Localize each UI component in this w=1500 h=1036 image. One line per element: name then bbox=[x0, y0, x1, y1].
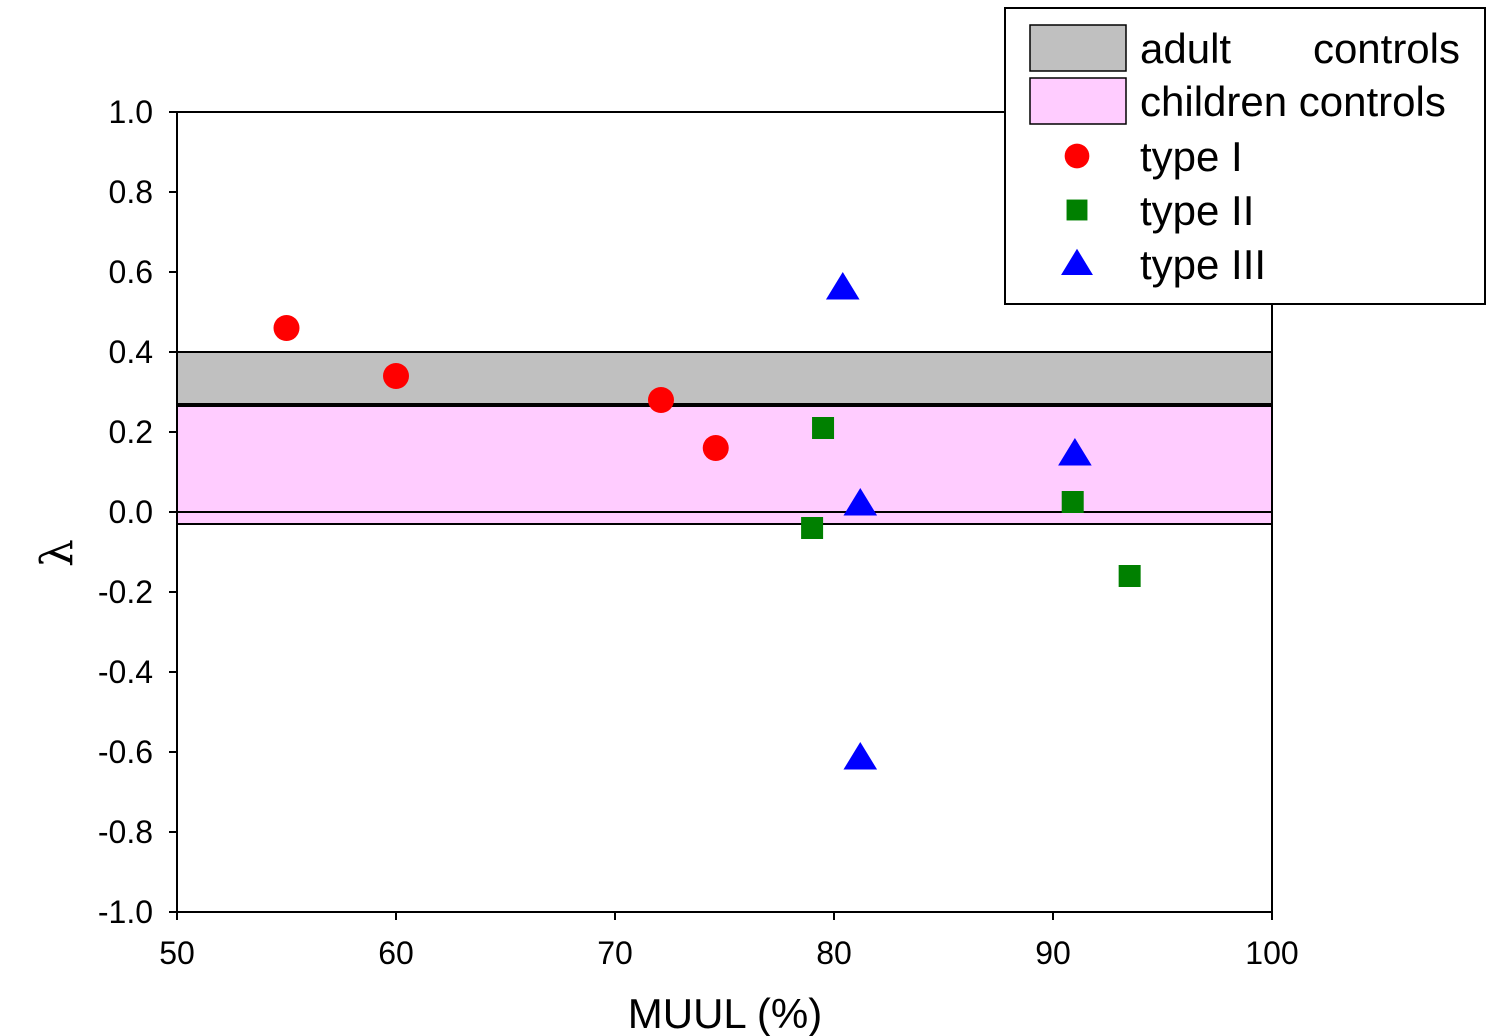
legend-marker bbox=[1061, 248, 1093, 275]
point-type-iii bbox=[825, 272, 860, 300]
y-tick-label: 0.8 bbox=[109, 174, 153, 210]
x-tick-label: 90 bbox=[1035, 935, 1071, 971]
point-type-i bbox=[702, 435, 729, 461]
y-tick-label: 0.6 bbox=[109, 254, 153, 290]
legend-swatch bbox=[1029, 24, 1127, 72]
y-tick-label: -0.2 bbox=[98, 574, 153, 610]
point-type-iii bbox=[843, 742, 878, 770]
legend: adult controls children controls type I type… bbox=[1004, 7, 1486, 305]
x-tick-label: 50 bbox=[159, 935, 195, 971]
x-tick-label: 70 bbox=[597, 935, 633, 971]
control-bands bbox=[176, 351, 1273, 525]
x-axis-title: MUUL (%) bbox=[628, 990, 822, 1036]
point-type-i bbox=[647, 387, 674, 413]
legend-label: type II bbox=[1140, 187, 1254, 234]
x-tick-label: 100 bbox=[1245, 935, 1298, 971]
x-tick-label: 60 bbox=[378, 935, 414, 971]
data-points bbox=[273, 272, 1141, 770]
band-adult-controls bbox=[176, 351, 1273, 405]
y-axis-ticks: 1.0 0.8 0.6 0.4 0.2 0.0 -0.2 -0.4 -0.6 -0.8 -1.0 bbox=[98, 94, 177, 930]
legend-label: type III bbox=[1140, 241, 1266, 288]
legend-label: children controls bbox=[1140, 78, 1446, 125]
y-tick-label: 1.0 bbox=[109, 94, 153, 130]
point-type-ii bbox=[1061, 491, 1084, 513]
y-axis-title: λ bbox=[32, 539, 83, 567]
point-type-ii bbox=[812, 417, 835, 439]
x-axis-ticks: 50 60 70 80 90 100 bbox=[159, 912, 1299, 971]
y-tick-label: 0.2 bbox=[109, 414, 153, 450]
y-tick-label: -0.4 bbox=[98, 654, 153, 690]
legend-label: controls bbox=[1313, 25, 1460, 72]
point-type-ii bbox=[801, 517, 824, 539]
legend-marker bbox=[1066, 199, 1088, 221]
legend-marker bbox=[1064, 143, 1090, 169]
point-type-iii bbox=[843, 488, 878, 516]
legend-swatch bbox=[1029, 77, 1127, 125]
y-tick-label: -0.8 bbox=[98, 814, 153, 850]
point-type-ii bbox=[1118, 565, 1141, 587]
x-tick-label: 80 bbox=[816, 935, 852, 971]
y-tick-label: -1.0 bbox=[98, 894, 153, 930]
y-tick-label: -0.6 bbox=[98, 734, 153, 770]
point-type-iii bbox=[1058, 438, 1092, 466]
point-type-i bbox=[383, 363, 409, 389]
band-children-controls bbox=[176, 405, 1273, 525]
point-type-i bbox=[273, 315, 300, 341]
y-tick-label: 0.0 bbox=[109, 494, 153, 530]
legend-label: adult bbox=[1140, 25, 1231, 72]
y-tick-label: 0.4 bbox=[109, 334, 153, 370]
legend-label: type I bbox=[1140, 133, 1243, 180]
